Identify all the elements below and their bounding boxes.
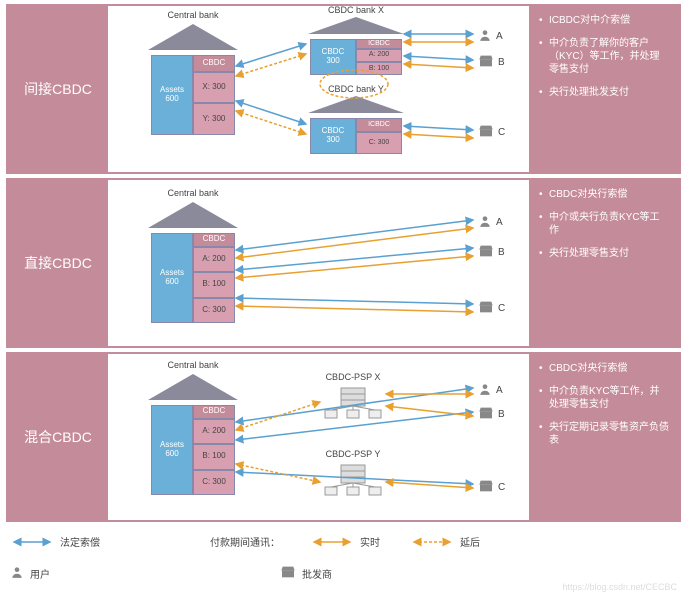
legend-merchant: 批发商 bbox=[280, 565, 332, 582]
panel-hybrid: 混合CBDC Central bank Assets600 CBDC A: 20… bbox=[6, 352, 681, 522]
diagram-area: Central bank Assets600 CBDC X: 300 Y: 30… bbox=[108, 6, 529, 172]
panel-direct: 直接CBDC Central bank Assets600 CBDC A: 20… bbox=[6, 178, 681, 348]
psp-y: CBDC-PSP Y bbox=[323, 449, 383, 506]
bank-y-title: CBDC bank Y bbox=[316, 84, 396, 94]
psp-x: CBDC-PSP X bbox=[323, 372, 383, 429]
legend-user: 用户 bbox=[10, 565, 50, 582]
central-bank: Assets600 CBDC A: 200 B: 100 C: 300 bbox=[148, 202, 238, 323]
row-y: Y: 300 bbox=[193, 103, 235, 135]
bullets: CBDC对央行索偿 中介负责KYC等工作，并处理零售支付 央行定期记录零售资产负… bbox=[529, 354, 679, 520]
central-bank-title: Central bank bbox=[153, 188, 233, 198]
assets-value: 600 bbox=[165, 95, 178, 104]
bank-x-title: CBDC bank X bbox=[316, 5, 396, 15]
bullets: ICBDC对中介索偿 中介负责了解你的客户（KYC）等工作，并处理零售支付 央行… bbox=[529, 6, 679, 172]
cbdc-label: CBDC bbox=[193, 55, 235, 72]
merchant-c: C bbox=[478, 479, 505, 496]
diagram-area: Central bank Assets600 CBDC A: 200 B: 10… bbox=[108, 354, 529, 520]
bank-y: CBDC300 ICBDC C: 300 bbox=[308, 96, 404, 154]
legend: 法定索偿 付款期间通讯： 实时 延后 用户 批发商 https://blog.c… bbox=[0, 526, 687, 590]
panel-label: 间接CBDC bbox=[8, 6, 108, 172]
user-a: A bbox=[478, 382, 503, 399]
panel-indirect: 间接CBDC Central bank Assets600 CBDC X: 30… bbox=[6, 4, 681, 174]
central-bank-title: Central bank bbox=[153, 10, 233, 20]
legend-realtime: 实时 bbox=[310, 534, 380, 549]
watermark: https://blog.csdn.net/CECBC bbox=[562, 582, 677, 592]
user-a: A bbox=[478, 28, 503, 45]
bank-x: CBDC300 ICBDC A: 200 B: 100 bbox=[308, 17, 404, 75]
merchant-c: C bbox=[478, 124, 505, 141]
legend-comm-label: 付款期间通讯： bbox=[210, 534, 280, 549]
central-bank: Assets600 CBDC X: 300 Y: 300 bbox=[148, 24, 238, 135]
merchant-c: C bbox=[478, 300, 505, 317]
central-bank-title: Central bank bbox=[153, 360, 233, 370]
central-bank: Assets600 CBDC A: 200 B: 100 C: 300 bbox=[148, 374, 238, 495]
panel-label: 混合CBDC bbox=[8, 354, 108, 520]
user-a: A bbox=[478, 214, 503, 231]
merchant-b: B bbox=[478, 54, 505, 71]
legend-delayed: 延后 bbox=[410, 534, 480, 549]
panel-label: 直接CBDC bbox=[8, 180, 108, 346]
bullets: CBDC对央行索偿 中介或央行负责KYC等工作 央行处理零售支付 bbox=[529, 180, 679, 346]
merchant-b: B bbox=[478, 406, 505, 423]
diagram-area: Central bank Assets600 CBDC A: 200 B: 10… bbox=[108, 180, 529, 346]
row-x: X: 300 bbox=[193, 72, 235, 104]
merchant-b: B bbox=[478, 244, 505, 261]
legend-claim: 法定索偿 bbox=[10, 534, 100, 549]
